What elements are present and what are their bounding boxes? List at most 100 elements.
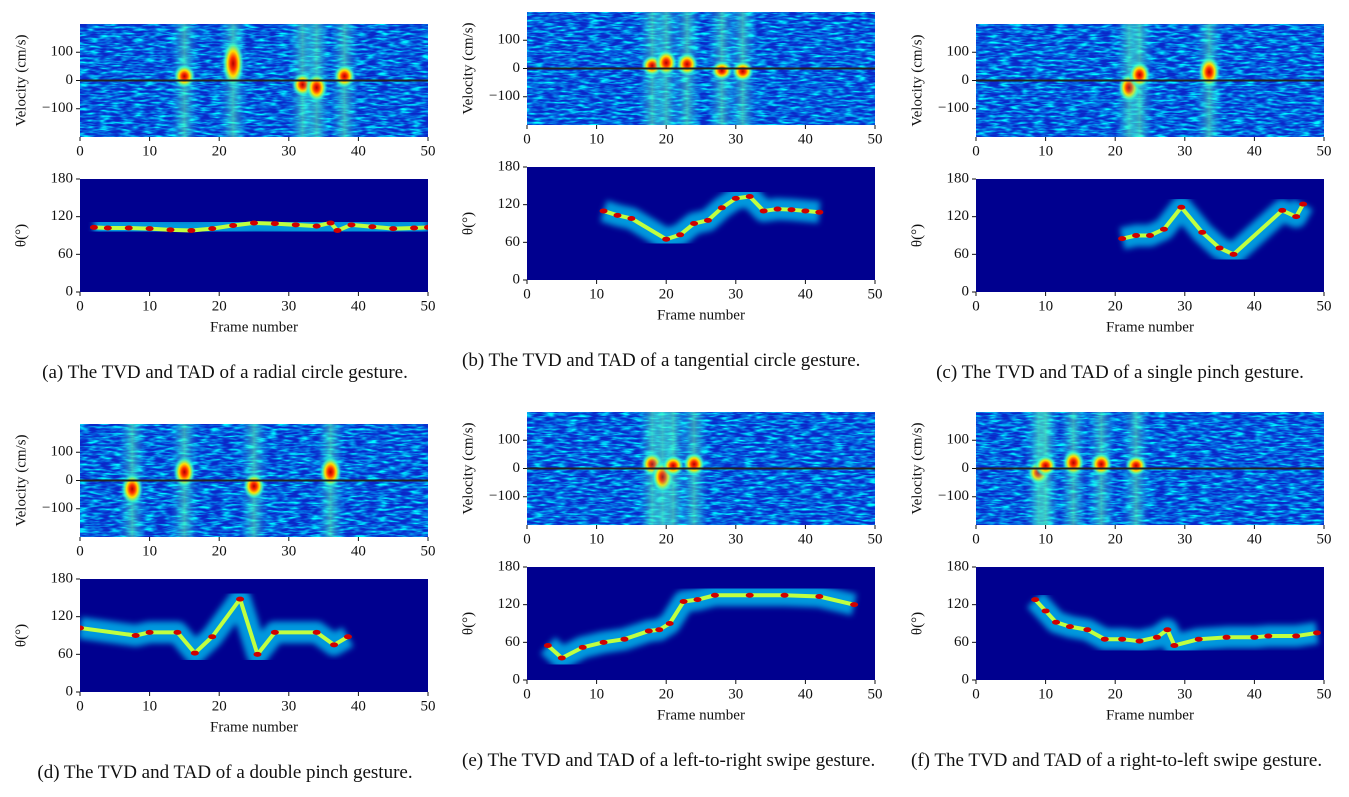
- plot: [976, 24, 1324, 137]
- doppler-peak: [173, 455, 196, 489]
- caption: (f) The TVD and TAD of a right-to-left s…: [911, 750, 1323, 771]
- angle-peak: [1132, 233, 1141, 238]
- x-tick-label: 50: [868, 531, 883, 547]
- x-tick-label: 0: [523, 531, 531, 547]
- angle-peak: [1194, 636, 1203, 642]
- angle-peak: [801, 208, 810, 214]
- x-tick-label: 0: [523, 286, 531, 302]
- x-tick-label: 30: [281, 698, 296, 714]
- angle-peak: [410, 225, 419, 231]
- angle-peak: [270, 221, 279, 227]
- angle-peak: [662, 236, 671, 242]
- y-tick-label: 0: [513, 460, 521, 476]
- angle-peak: [347, 222, 356, 228]
- y-axis-label: θ(°): [13, 624, 29, 647]
- x-tick-label: 50: [868, 131, 883, 147]
- x-tick-label: 0: [76, 298, 84, 314]
- angle-peak: [187, 227, 196, 233]
- x-tick-label: 20: [212, 143, 227, 159]
- caption: (a) The TVD and TAD of a radial circle g…: [42, 362, 408, 383]
- angle-peak: [703, 217, 712, 223]
- x-tick-label: 20: [1108, 531, 1123, 547]
- y-tick-label: 60: [505, 634, 520, 650]
- x-tick-label: 20: [659, 686, 674, 702]
- angle-peak: [389, 226, 398, 232]
- angle-peak: [710, 592, 719, 598]
- x-tick-label: 10: [1038, 686, 1053, 702]
- angle-peak: [644, 628, 653, 634]
- angle-peak: [1083, 627, 1092, 633]
- y-tick-label: −100: [489, 488, 520, 504]
- x-tick-label: 40: [798, 286, 813, 302]
- x-tick-label: 10: [589, 531, 604, 547]
- y-tick-label: 0: [66, 72, 74, 88]
- angle-peak: [690, 221, 699, 226]
- angle-peak: [291, 222, 300, 228]
- y-tick-label: 100: [947, 44, 970, 60]
- angle-peak: [173, 629, 182, 635]
- x-tick-label: 10: [1038, 298, 1053, 314]
- y-tick-label: 0: [513, 671, 521, 687]
- angle-peak: [103, 225, 112, 231]
- angle-peak: [693, 597, 702, 603]
- angle-peak: [270, 629, 279, 635]
- plot: [80, 24, 428, 137]
- angle-peak: [1118, 636, 1127, 642]
- x-tick-label: 30: [281, 543, 296, 559]
- y-tick-label: 0: [962, 72, 970, 88]
- x-tick-label: 0: [972, 143, 980, 159]
- doppler-peak: [683, 452, 706, 477]
- angle-peak: [773, 206, 782, 212]
- x-tick-label: 0: [972, 298, 980, 314]
- x-tick-label: 10: [589, 286, 604, 302]
- x-tick-label: 10: [589, 131, 604, 147]
- x-tick-label: 40: [1247, 298, 1262, 314]
- x-axis-label: Frame number: [210, 719, 298, 735]
- x-tick-label: 20: [659, 131, 674, 147]
- y-tick-label: 180: [947, 170, 970, 186]
- angle-peak: [1031, 597, 1040, 603]
- y-tick-label: 0: [962, 671, 970, 687]
- x-tick-label: 20: [1108, 143, 1123, 159]
- angle-peak: [655, 627, 664, 633]
- plot: [976, 567, 1324, 680]
- angle-peak: [1278, 207, 1287, 213]
- angle-peak: [190, 650, 199, 656]
- x-tick-label: 50: [868, 686, 883, 702]
- x-tick-label: 10: [142, 298, 157, 314]
- doppler-peak: [333, 64, 356, 89]
- x-tick-label: 40: [798, 131, 813, 147]
- doppler-peak: [662, 454, 685, 477]
- x-tick-label: 30: [1177, 686, 1192, 702]
- y-axis-label: Velocity (cm/s): [13, 434, 29, 526]
- y-tick-label: −100: [42, 100, 73, 116]
- angle-peak: [620, 636, 629, 642]
- x-tick-label: 0: [523, 686, 531, 702]
- x-tick-label: 40: [351, 143, 366, 159]
- y-tick-label: 0: [513, 271, 521, 287]
- y-tick-label: 100: [498, 432, 521, 448]
- angle-peak: [131, 633, 140, 638]
- angle-peak: [599, 208, 608, 214]
- y-axis-label: θ(°): [13, 224, 29, 247]
- y-tick-label: 100: [498, 32, 521, 48]
- doppler-peak: [655, 49, 678, 77]
- y-tick-label: 60: [58, 246, 73, 262]
- x-tick-label: 40: [351, 298, 366, 314]
- y-tick-label: 0: [66, 283, 74, 299]
- angle-peak: [1170, 642, 1179, 648]
- x-tick-label: 30: [728, 131, 743, 147]
- plot: [527, 12, 875, 125]
- x-tick-label: 20: [212, 698, 227, 714]
- angle-peak: [1041, 608, 1050, 614]
- x-tick-label: 40: [351, 543, 366, 559]
- y-tick-label: 180: [947, 558, 970, 574]
- y-tick-label: −100: [938, 488, 969, 504]
- doppler-peak: [1198, 55, 1221, 89]
- angle-peak: [1250, 634, 1259, 640]
- x-tick-label: 30: [1177, 143, 1192, 159]
- x-tick-label: 50: [421, 143, 436, 159]
- y-axis-label: Velocity (cm/s): [460, 422, 476, 514]
